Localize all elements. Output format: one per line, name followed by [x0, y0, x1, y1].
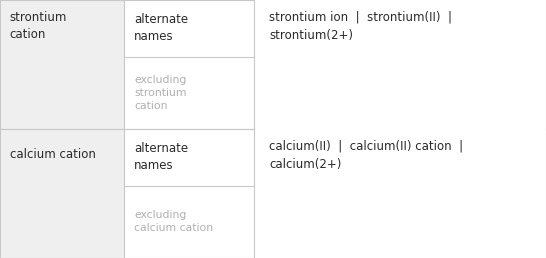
Bar	[124, 186, 254, 258]
Bar	[124, 57, 254, 129]
Text: calcium(II)  |  calcium(II) cation  |
calcium(2+): calcium(II) | calcium(II) cation | calci…	[269, 139, 464, 171]
Text: excluding
strontium
cation: excluding strontium cation	[134, 75, 187, 111]
Bar	[124, 129, 254, 186]
Text: alternate
names: alternate names	[134, 13, 188, 43]
Bar	[124, 0, 254, 57]
Text: strontium ion  |  strontium(II)  |
strontium(2+): strontium ion | strontium(II) | strontiu…	[269, 10, 452, 42]
Bar	[0, 0, 124, 129]
Text: calcium cation: calcium cation	[10, 148, 96, 161]
Bar	[0, 129, 124, 258]
Text: strontium
cation: strontium cation	[10, 11, 67, 41]
Text: alternate
names: alternate names	[134, 142, 188, 172]
Text: excluding
calcium cation: excluding calcium cation	[134, 210, 213, 233]
